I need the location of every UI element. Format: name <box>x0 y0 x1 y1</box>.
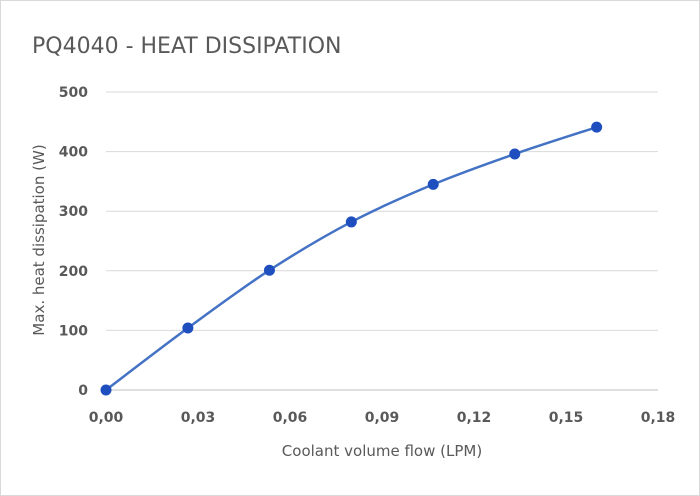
y-tick-labels: 0 100 200 300 400 500 <box>59 85 88 399</box>
y-tick-label: 0 <box>78 383 88 399</box>
data-point <box>509 148 521 160</box>
gridlines <box>106 91 658 391</box>
y-tick-label: 300 <box>59 204 88 220</box>
x-tick-label: 0,03 <box>181 410 216 426</box>
data-point <box>427 178 439 190</box>
x-tick-labels: 0,00 0,03 0,06 0,09 0,12 0,15 0,18 <box>89 410 676 426</box>
x-axis-label: Coolant volume flow (LPM) <box>282 442 482 460</box>
x-tick-label: 0,15 <box>549 410 584 426</box>
y-tick-label: 100 <box>59 323 88 339</box>
x-tick-label: 0,09 <box>365 410 400 426</box>
y-tick-label: 400 <box>59 145 88 161</box>
x-tick-label: 0,06 <box>273 410 308 426</box>
y-tick-label: 500 <box>59 85 88 101</box>
data-point <box>182 322 194 334</box>
series-points <box>100 121 603 396</box>
x-tick-label: 0,12 <box>457 410 492 426</box>
data-point <box>263 264 275 276</box>
data-point <box>100 384 112 396</box>
y-axis-label: Max. heat dissipation (W) <box>30 144 48 335</box>
series-lines <box>104 125 598 392</box>
data-point <box>345 216 357 228</box>
series-line <box>104 125 598 392</box>
y-tick-label: 200 <box>59 264 88 280</box>
x-tick-label: 0,18 <box>641 410 676 426</box>
x-tick-label: 0,00 <box>89 410 124 426</box>
chart-title: PQ4040 - HEAT DISSIPATION <box>32 34 341 59</box>
data-point <box>591 121 603 133</box>
